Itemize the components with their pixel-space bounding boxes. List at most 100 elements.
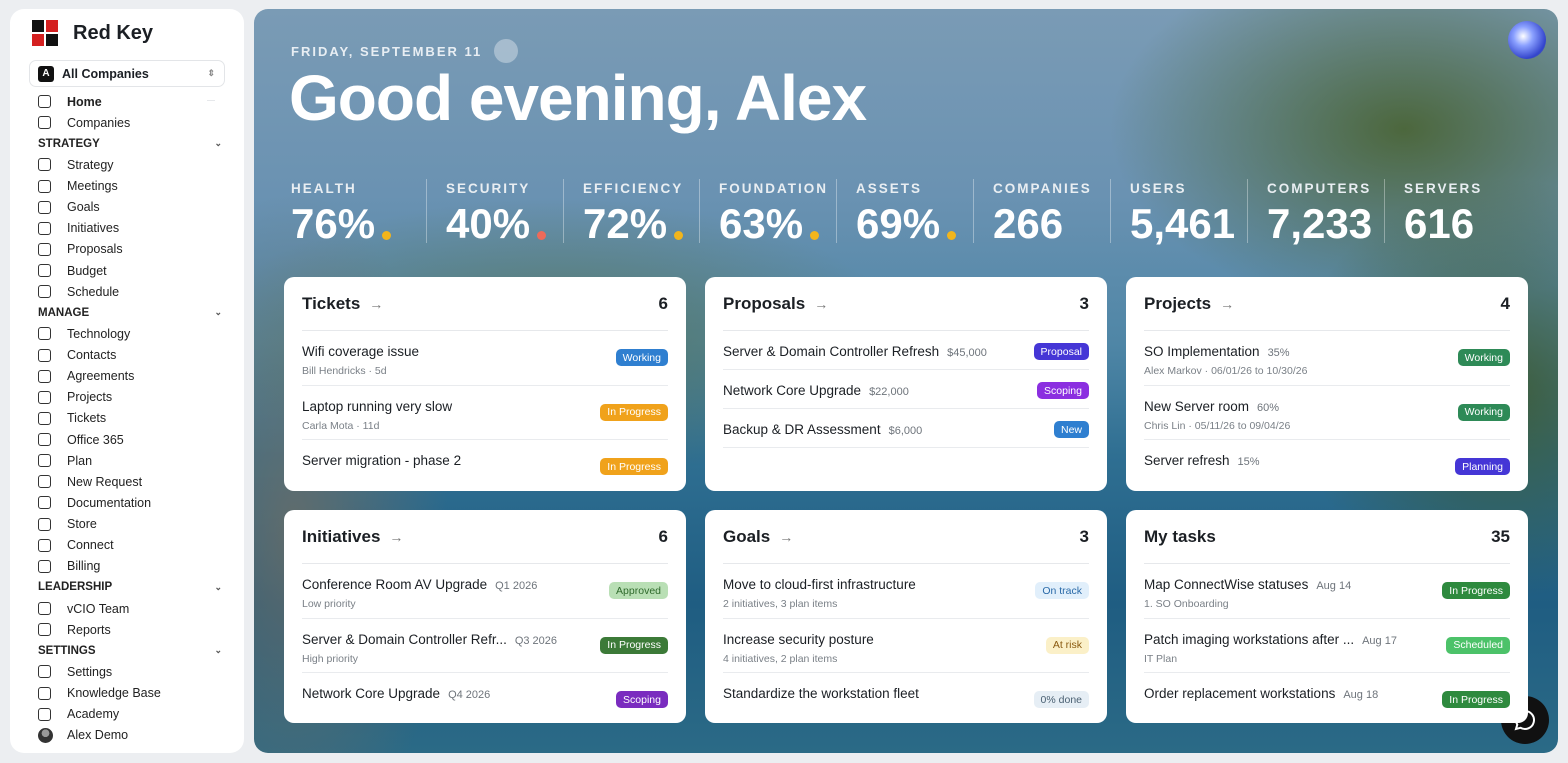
nav-item[interactable]: Plan xyxy=(38,450,228,471)
card-item[interactable]: Move to cloud-first infrastructure 2 init… xyxy=(723,564,1089,619)
card-item[interactable]: Order replacement workstations Aug 18 In P… xyxy=(1144,673,1510,723)
stat-label: ASSETS xyxy=(856,181,923,196)
section-header[interactable]: MANAGE ⌄ xyxy=(38,302,228,323)
nav-item[interactable]: Contacts xyxy=(38,345,228,366)
nav-item[interactable]: Projects xyxy=(38,387,228,408)
card-item[interactable]: Network Core Upgrade Q4 2026 Scoping xyxy=(302,673,668,723)
card-title[interactable]: Projects → xyxy=(1144,294,1234,314)
nav-item[interactable]: Strategy xyxy=(38,154,228,175)
card-count: 6 xyxy=(658,526,668,546)
section-title: SETTINGS xyxy=(38,644,96,657)
nav-item[interactable]: Knowledge Base xyxy=(38,683,228,704)
card-title[interactable]: Goals → xyxy=(723,527,793,547)
nav-item[interactable]: Meetings xyxy=(38,176,228,197)
item-meta: 1. SO Onboarding xyxy=(1144,598,1229,610)
card-item[interactable]: Patch imaging workstations after ... Aug … xyxy=(1144,619,1510,673)
card-item[interactable]: SO Implementation 35% Alex Markov · 06/01/… xyxy=(1144,331,1510,386)
card-title[interactable]: Proposals → xyxy=(723,294,828,314)
card-item[interactable]: New Server room 60% Chris Lin · 05/11/26 t… xyxy=(1144,386,1510,440)
item-title-row: Map ConnectWise statuses Aug 14 xyxy=(1144,576,1351,594)
item-detail: 35% xyxy=(1267,347,1290,359)
nav-item[interactable]: Initiatives xyxy=(38,218,228,239)
assistant-orb[interactable] xyxy=(1508,21,1546,59)
nav-icon xyxy=(38,602,51,616)
status-dot xyxy=(537,231,547,240)
nav-item[interactable]: Reports xyxy=(38,619,228,640)
item-title: Server refresh xyxy=(1144,453,1230,468)
card-title[interactable]: Tickets → xyxy=(302,294,383,314)
item-text: Wifi coverage issue Bill Hendricks · 5d xyxy=(302,343,419,385)
item-title-row: Patch imaging workstations after ... Aug … xyxy=(1144,631,1397,649)
card-item[interactable]: Standardize the workstation fleet 0% done xyxy=(723,673,1089,723)
section-header[interactable]: LEADERSHIP ⌄ xyxy=(38,577,228,598)
nav-label: Documentation xyxy=(67,495,152,510)
item-meta: Low priority xyxy=(302,598,356,610)
card-item[interactable]: Server & Domain Controller Refr... Q3 202… xyxy=(302,619,668,673)
card-item[interactable]: Laptop running very slow Carla Mota · 11d… xyxy=(302,386,668,440)
nav-item[interactable]: Technology xyxy=(38,323,228,344)
nav-item[interactable]: Settings xyxy=(38,661,228,682)
nav-label: Connect xyxy=(67,538,114,553)
section-header[interactable]: STRATEGY ⌄ xyxy=(38,133,228,154)
nav-item[interactable]: Schedule xyxy=(38,281,228,302)
item-text: Increase security posture 4 initiatives, … xyxy=(723,631,874,673)
item-detail: 15% xyxy=(1237,456,1260,468)
card-arrow: → xyxy=(1220,295,1235,312)
card-item[interactable]: Server & Domain Controller Refresh $45,00… xyxy=(723,331,1089,370)
stat-label: HEALTH xyxy=(291,181,357,196)
nav-item[interactable]: Proposals xyxy=(38,239,228,260)
item-text: Backup & DR Assessment $6,000 xyxy=(723,421,922,447)
nav-item[interactable]: Documentation xyxy=(38,492,228,513)
card-item[interactable]: Map ConnectWise statuses Aug 14 1. SO Onbo… xyxy=(1144,564,1510,619)
nav-icon xyxy=(38,454,51,468)
card-item[interactable]: Network Core Upgrade $22,000 Scoping xyxy=(723,370,1089,409)
item-title-row: Move to cloud-first infrastructure xyxy=(723,576,916,594)
company-selector[interactable]: A All Companies ⇕ xyxy=(29,60,225,101)
nav-item[interactable]: Companies xyxy=(38,112,228,133)
stat-value: 40% xyxy=(446,200,531,247)
card-item[interactable]: Wifi coverage issue Bill Hendricks · 5d Wo… xyxy=(302,331,668,386)
item-detail: Aug 14 xyxy=(1316,580,1352,592)
card-arrow: → xyxy=(779,528,794,545)
nav-item[interactable]: Home xyxy=(38,91,228,112)
nav-item[interactable]: Goals xyxy=(38,197,228,218)
nav-item[interactable]: Office 365 xyxy=(38,429,228,450)
card-count: 35 xyxy=(1491,526,1510,546)
nav-item[interactable]: New Request xyxy=(38,471,228,492)
card-header: Projects → 4 xyxy=(1144,277,1510,331)
status-dot xyxy=(810,231,820,240)
stat: HEALTH 76% xyxy=(291,181,392,248)
nav-item[interactable]: Academy xyxy=(38,704,228,725)
stat-value: 266 xyxy=(993,200,1064,247)
nav-item[interactable]: vCIO Team xyxy=(38,598,228,619)
card-item[interactable]: Server refresh 15% Planning xyxy=(1144,440,1510,491)
item-title-row: Network Core Upgrade Q4 2026 xyxy=(302,685,490,703)
stat: COMPANIES 266 xyxy=(993,181,1092,248)
nav-label: Billing xyxy=(67,559,101,574)
card-item[interactable]: Server migration - phase 2 In Progress xyxy=(302,440,668,491)
card-title-text: Proposals xyxy=(723,293,806,313)
card-item[interactable]: Backup & DR Assessment $6,000 New xyxy=(723,409,1089,448)
nav-item[interactable]: Connect xyxy=(38,535,228,556)
profile-icon[interactable] xyxy=(494,39,519,63)
stat-value-row: 40% xyxy=(446,200,547,248)
item-meta: Alex Markov · 06/01/26 to 10/30/26 xyxy=(1144,365,1308,377)
status-badge: New xyxy=(1053,421,1089,438)
nav-label: Budget xyxy=(67,263,107,278)
nav-item[interactable]: Billing xyxy=(38,556,228,577)
card-item[interactable]: Increase security posture 4 initiatives, … xyxy=(723,619,1089,673)
item-text: Map ConnectWise statuses Aug 14 1. SO Onbo… xyxy=(1144,576,1351,618)
nav-item[interactable]: Budget xyxy=(38,260,228,281)
card-item[interactable]: Conference Room AV Upgrade Q1 2026 Low pri… xyxy=(302,564,668,619)
status-badge: Scheduled xyxy=(1446,636,1510,654)
item-title-row: Network Core Upgrade $22,000 xyxy=(723,382,909,400)
status-badge: 0% done xyxy=(1033,691,1089,708)
user-item[interactable]: Alex Demo xyxy=(38,725,228,746)
section-header[interactable]: SETTINGS ⌄ xyxy=(38,640,228,661)
card-title[interactable]: Initiatives → xyxy=(302,527,403,547)
nav-item[interactable]: Agreements xyxy=(38,366,228,387)
section-title: LEADERSHIP xyxy=(38,581,113,594)
nav-item[interactable]: Tickets xyxy=(38,408,228,429)
nav-item[interactable]: Store xyxy=(38,514,228,535)
